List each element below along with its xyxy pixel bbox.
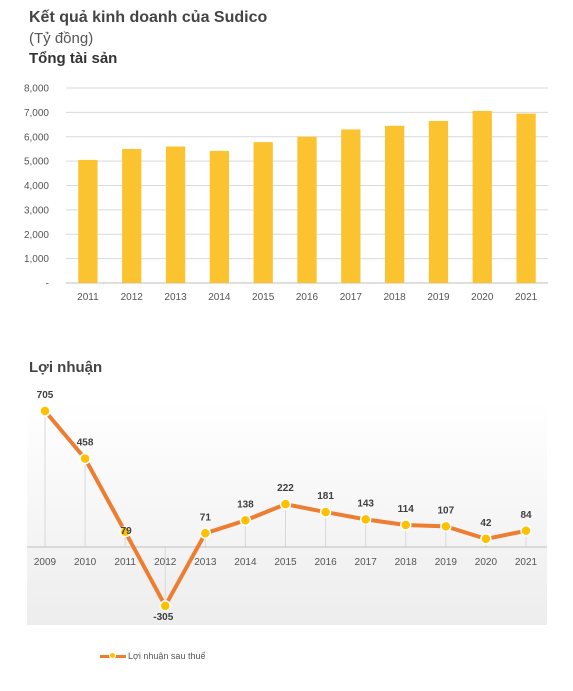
legend: Lợi nhuận sau thuế [100,651,205,661]
bar [122,148,142,283]
data-label: 143 [357,498,374,509]
data-label: 222 [277,483,294,494]
data-point [279,498,292,510]
bar-y-tick-label: 8,000 [24,84,49,95]
bar-y-tick-label: 1,000 [24,254,49,265]
line-x-tick-label: 2011 [114,557,136,568]
bar [341,129,361,283]
data-label: 138 [237,499,254,510]
bar-y-tick-label: 6,000 [24,132,49,143]
bar-chart-title: Tổng tài sản [29,50,118,67]
data-label: 181 [317,491,334,502]
data-label: 71 [200,512,212,523]
line-x-tick-label: 2010 [74,557,97,568]
data-point [119,526,131,538]
data-point [480,533,492,545]
line-x-tick-label: 2020 [475,557,498,568]
bar-y-tick-label: 3,000 [24,205,49,216]
bar-x-tick-label: 2018 [384,292,407,303]
bar [472,110,492,283]
line-x-tick-label: 2012 [154,557,177,568]
data-point [79,452,91,465]
line-x-tick-label: 2019 [435,557,458,568]
line-x-tick-label: 2013 [194,557,217,568]
bar [516,113,536,283]
line-x-tick-label: 2009 [34,557,57,568]
data-point [400,519,412,531]
bar-x-tick-label: 2017 [340,292,363,303]
legend-line-marker-icon [100,651,126,661]
line-x-tick-label: 2014 [234,557,257,568]
legend-label: Lợi nhuận sau thuế [128,651,206,661]
data-point [239,514,252,527]
unit-label: (Tỷ đồng) [29,30,94,47]
data-label: 114 [398,504,415,515]
bar-x-tick-label: 2013 [164,292,187,303]
data-label: 107 [437,505,454,516]
bar-y-tick-label: 2,000 [24,230,49,241]
data-point [199,527,212,540]
data-point [520,525,532,537]
bar [297,136,317,283]
bar-x-tick-label: 2011 [77,292,99,303]
bar-y-tick-label: - [46,279,49,290]
bar [78,159,98,283]
bar-x-tick-label: 2012 [121,292,144,303]
data-point [359,513,372,526]
data-point [159,600,171,612]
data-label: 42 [480,518,492,529]
bar-x-tick-label: 2015 [252,292,275,303]
line-chart-title: Lợi nhuận [29,359,103,376]
line-x-tick-label: 2016 [314,557,337,568]
data-label: 705 [37,390,54,401]
bar-x-tick-label: 2014 [208,292,231,303]
bar [253,142,273,283]
data-label: 79 [121,526,133,537]
total-assets-bar-chart: - 1,000 2,000 3,000 4,000 5,000 6,000 7,000 8,00… [24,84,548,303]
line-x-tick-label: 2018 [395,557,418,568]
data-label: 458 [77,438,94,449]
data-point [319,506,332,518]
bar [384,125,405,283]
data-point [440,520,452,533]
data-label: -305 [153,612,173,623]
page-title: Kết quả kinh doanh của Sudico [29,9,268,26]
bar [209,150,230,283]
bar-x-tick-label: 2016 [296,292,319,303]
bar [165,146,186,283]
bar-y-tick-label: 5,000 [24,157,49,168]
bar [428,120,449,283]
bar-x-tick-label: 2019 [427,292,450,303]
plot-background [27,402,547,625]
bar-y-tick-label: 7,000 [24,108,49,119]
bar-x-tick-label: 2020 [471,292,494,303]
data-label: 84 [520,510,532,521]
bar-y-tick-label: 4,000 [24,181,49,192]
data-point [39,405,51,417]
line-x-tick-label: 2021 [515,557,538,568]
line-x-tick-label: 2017 [355,557,378,568]
bar-x-tick-label: 2021 [515,292,538,303]
line-x-tick-label: 2015 [274,557,297,568]
